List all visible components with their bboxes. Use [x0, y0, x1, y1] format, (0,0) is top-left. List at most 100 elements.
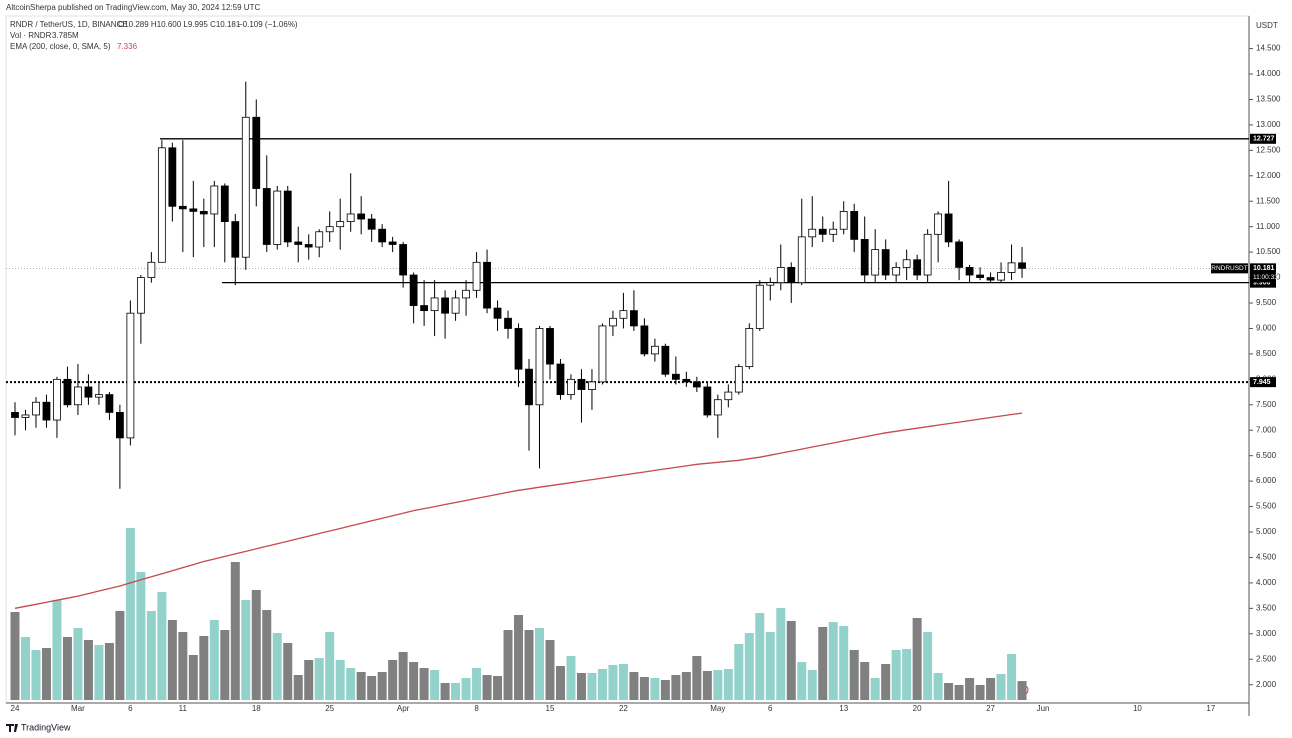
x-tick-label: Jun	[1037, 704, 1050, 713]
volume-bar	[272, 633, 282, 700]
volume-bar	[493, 676, 503, 700]
last-price-box	[1250, 263, 1276, 283]
candle-body	[147, 261, 156, 278]
currency: USDT	[1256, 21, 1278, 30]
candle-body	[850, 211, 859, 240]
candle-body	[913, 259, 922, 276]
candle-body	[766, 282, 775, 286]
candle-body	[378, 228, 387, 243]
volume-bar	[639, 677, 649, 700]
ema-line	[14, 412, 1023, 609]
volume-bar	[524, 630, 534, 700]
candle-body	[797, 236, 806, 284]
candle-body	[703, 386, 712, 416]
legend-ema-label: EMA (200, close, 0, SMA, 5)	[10, 42, 111, 51]
y-tick-label: 2.000	[1256, 680, 1277, 689]
volume-bar	[31, 650, 41, 700]
candle-body	[808, 228, 817, 238]
candle-body	[294, 241, 303, 245]
candle-body	[692, 381, 701, 388]
volume-bar	[797, 662, 807, 700]
y-tick-label: 11.000	[1256, 222, 1280, 231]
volume-bar	[650, 678, 660, 700]
volume-bar	[367, 676, 377, 700]
volume-bar	[555, 666, 565, 700]
volume-bar	[734, 644, 744, 700]
volume-bar	[702, 671, 712, 700]
x-tick-label: Apr	[397, 704, 410, 713]
candle-body	[630, 310, 638, 327]
candle-body	[787, 266, 796, 284]
volume-bar	[818, 627, 828, 700]
candle-body	[367, 218, 376, 230]
legend-ema-value: 7.336	[117, 42, 138, 51]
volume-bar	[157, 592, 167, 700]
volume-bar	[954, 685, 964, 700]
candle-body	[168, 147, 177, 207]
candle-body	[934, 213, 943, 235]
volume-bar	[241, 600, 251, 700]
candle-body	[661, 345, 670, 375]
candle-body	[315, 231, 324, 248]
candle-body	[724, 391, 733, 401]
candle-body	[430, 297, 439, 312]
volume-bar	[356, 672, 366, 700]
volume-bar	[849, 650, 859, 700]
candle-body	[409, 274, 418, 306]
candle-body	[241, 116, 250, 258]
candle-body	[74, 386, 82, 406]
candle-body	[346, 213, 355, 222]
candle-body	[818, 228, 827, 235]
volume-bar	[388, 660, 398, 700]
candle-body	[755, 284, 764, 329]
x-tick-label: 25	[325, 704, 334, 713]
volume-bar	[860, 662, 870, 700]
x-tick-label: 20	[913, 704, 922, 713]
candle-body	[304, 244, 313, 248]
level-label: 7.945	[1253, 379, 1271, 386]
legend-volume-value: 3.785M	[52, 31, 79, 40]
x-tick-label: 6	[768, 704, 773, 713]
candle-body	[986, 277, 995, 281]
candle-body	[116, 412, 124, 439]
candle-body	[441, 297, 449, 314]
volume-bar	[83, 640, 93, 700]
y-tick-label: 9.000	[1256, 324, 1277, 333]
x-tick-label: 22	[619, 704, 628, 713]
candle-body	[126, 312, 135, 439]
level-tag	[1250, 277, 1276, 288]
candle-body	[420, 305, 429, 312]
volume-bar	[765, 632, 775, 700]
candle-body	[21, 414, 30, 418]
volume-bar	[325, 632, 335, 700]
volume-bar	[839, 626, 849, 700]
volume-bar	[41, 648, 51, 700]
candle-body	[671, 373, 680, 380]
x-tick-label: May	[710, 704, 725, 713]
volume-bar	[535, 628, 544, 700]
candle-body	[577, 378, 586, 390]
volume-bar	[167, 620, 177, 700]
legend-ohlc: O10.289 H10.600 L9.995 C10.181	[118, 20, 241, 29]
volume-bar	[975, 685, 985, 700]
y-tick-label: 5.500	[1256, 502, 1277, 511]
candle-body	[619, 310, 628, 319]
level-label: 9.900	[1253, 280, 1271, 287]
volume-bar	[807, 670, 817, 700]
candle-body	[598, 325, 607, 383]
volume-bar	[178, 632, 188, 700]
candle-body	[273, 190, 282, 245]
volume-bar	[776, 608, 786, 700]
volume-bar	[146, 611, 156, 700]
candle-body	[157, 147, 166, 263]
volume-bar	[912, 618, 922, 700]
volume-bar	[136, 572, 146, 700]
volume-bar	[566, 656, 576, 700]
volume-bar	[419, 668, 429, 700]
candle-body	[357, 213, 366, 220]
y-tick-label: 11.500	[1256, 196, 1280, 205]
level-tag	[1250, 133, 1276, 144]
volume-bar	[944, 683, 954, 700]
x-tick-label: 10	[1133, 704, 1142, 713]
